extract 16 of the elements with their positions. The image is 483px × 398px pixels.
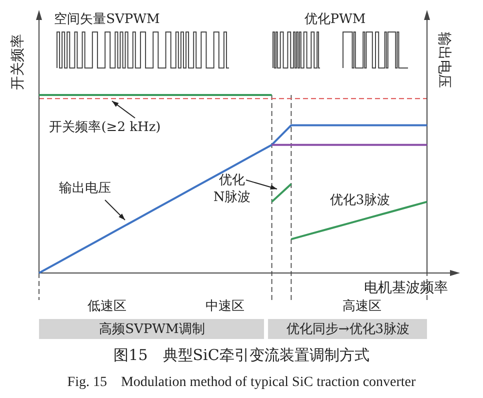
y-axis-title: 开关频率	[10, 34, 26, 90]
text: 空间矢量SVPWM	[54, 12, 160, 27]
annotation: 优化 N脉波	[213, 173, 251, 205]
text: 图15 典型SiC牵引变流装置调制方式	[114, 346, 370, 364]
text: 高频SVPWM调制	[99, 321, 205, 337]
x-axis-title: 电机基波频率	[364, 280, 448, 296]
text: 优化PWM	[304, 12, 366, 27]
annotation: 输出电压	[59, 181, 111, 196]
text: 低速区	[88, 299, 126, 314]
text: 中速区	[206, 299, 244, 314]
text: Fig. 15 Modulation method of typical SiC traction converter	[67, 375, 416, 390]
text: 优化同步→优化3脉波	[286, 322, 410, 337]
annotation: 优化3脉波	[330, 193, 390, 208]
annotation: 开关频率(≥2 kHz)	[49, 119, 161, 135]
text: 高速区	[342, 298, 382, 314]
y2-axis-title: 输出电压	[436, 32, 452, 88]
